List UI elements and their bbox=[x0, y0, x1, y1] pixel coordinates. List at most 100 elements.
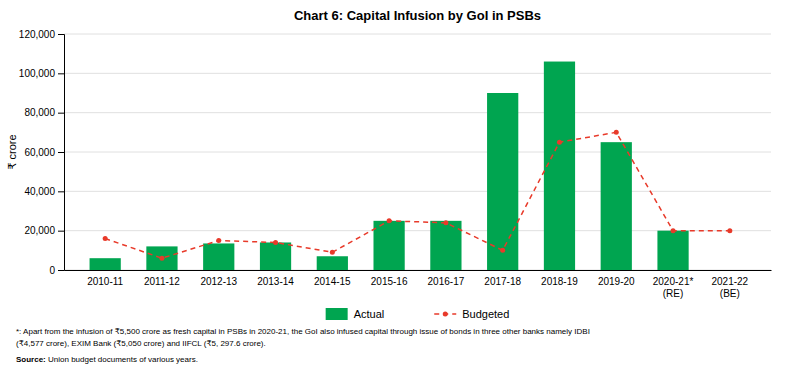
tick: 2016-17 bbox=[428, 270, 465, 287]
bar bbox=[714, 270, 745, 271]
marker bbox=[671, 228, 676, 233]
tick-label: 2020-21*(RE) bbox=[653, 276, 694, 299]
legend-label: Budgeted bbox=[462, 308, 509, 320]
source-text: Union budget documents of various years. bbox=[46, 355, 198, 364]
tick: 20,000 bbox=[24, 225, 64, 236]
tick: 40,000 bbox=[24, 186, 64, 197]
plot: 0 20,000 40,000 60,000 80,000 100,000 120,000 2… bbox=[19, 29, 772, 299]
tick-label: 2014-15 bbox=[314, 276, 351, 287]
bar bbox=[90, 258, 121, 270]
line-series bbox=[103, 130, 733, 261]
x-axis: 2010-11 2011-12 2012-13 2013-14 2014-15 2015-… bbox=[65, 270, 772, 299]
marker bbox=[103, 236, 108, 241]
legend-swatch bbox=[326, 308, 348, 320]
bar bbox=[487, 93, 518, 270]
legend-item: Budgeted bbox=[434, 308, 509, 320]
bar bbox=[373, 221, 404, 270]
tick-label: 2011-12 bbox=[144, 276, 180, 287]
tick: 60,000 bbox=[24, 147, 64, 158]
grid-line bbox=[64, 34, 771, 35]
tick: 2020-21*(RE) bbox=[653, 270, 694, 299]
y-axis-title: ₹ crore bbox=[6, 134, 18, 169]
tick-label: 2017-18 bbox=[484, 276, 521, 287]
tick-label: 80,000 bbox=[24, 107, 55, 118]
tick-label: 2013-14 bbox=[257, 276, 294, 287]
tick-mark bbox=[58, 191, 64, 192]
tick: 2012-13 bbox=[200, 270, 237, 287]
tick-label: 100,000 bbox=[19, 68, 56, 79]
grid-line bbox=[64, 112, 771, 113]
footnotes: *: Apart from the infusion of ₹5,500 cro… bbox=[16, 327, 590, 364]
tick: 2021-22(BE) bbox=[711, 270, 748, 299]
tick-label: 0 bbox=[49, 265, 55, 276]
bar bbox=[203, 243, 234, 270]
tick: 2010-11 bbox=[87, 270, 123, 287]
bar bbox=[430, 221, 461, 270]
marks bbox=[90, 62, 733, 270]
footnote: *: Apart from the infusion of ₹5,500 cro… bbox=[16, 327, 590, 336]
legend-label: Actual bbox=[354, 308, 385, 320]
y-axis: 0 20,000 40,000 60,000 80,000 100,000 120,000 bbox=[19, 29, 65, 276]
tick: 80,000 bbox=[24, 107, 64, 118]
title: Chart 6: Capital Infusion by GoI in PSBs bbox=[294, 8, 541, 23]
tick: 2018-19 bbox=[541, 270, 578, 287]
tick: 2011-12 bbox=[144, 270, 180, 287]
bar bbox=[260, 242, 291, 270]
source: Source: Union budget documents of variou… bbox=[16, 355, 198, 364]
tick: 2015-16 bbox=[371, 270, 408, 287]
grid-line bbox=[64, 152, 771, 153]
legend: Actual Budgeted bbox=[326, 308, 510, 320]
marker bbox=[216, 238, 221, 243]
marker bbox=[443, 220, 448, 225]
tick-label: 20,000 bbox=[24, 225, 55, 236]
bar bbox=[317, 256, 348, 270]
tick-label: 2021-22(BE) bbox=[711, 276, 748, 299]
footnote: (₹4,577 crore), EXIM Bank (₹5,050 crore)… bbox=[16, 339, 266, 348]
tick: 2013-14 bbox=[257, 270, 294, 287]
source-label: Source: bbox=[16, 355, 46, 364]
marker bbox=[557, 140, 562, 145]
marker bbox=[387, 218, 392, 223]
tick: 2017-18 bbox=[484, 270, 521, 287]
bar bbox=[601, 142, 632, 270]
tick-label: 2016-17 bbox=[428, 276, 465, 287]
tick-label: 2012-13 bbox=[200, 276, 237, 287]
tick-mark bbox=[58, 34, 64, 35]
marker bbox=[159, 256, 164, 261]
tick-mark bbox=[58, 270, 64, 271]
tick-label: 2018-19 bbox=[541, 276, 578, 287]
tick: 2019-20 bbox=[598, 270, 635, 287]
tick-label: 2010-11 bbox=[87, 276, 123, 287]
marker bbox=[727, 228, 732, 233]
marker bbox=[273, 240, 278, 245]
grid bbox=[64, 34, 771, 270]
tick-mark bbox=[58, 113, 64, 114]
marker bbox=[500, 248, 505, 253]
tick-label: 60,000 bbox=[24, 147, 55, 158]
tick: 0 bbox=[49, 265, 64, 276]
bar bbox=[146, 246, 177, 270]
tick-label: 40,000 bbox=[24, 186, 55, 197]
tick-label: 2019-20 bbox=[598, 276, 635, 287]
bar bbox=[657, 231, 688, 270]
axis-line bbox=[65, 270, 772, 271]
tick-mark bbox=[58, 73, 64, 74]
tick-mark bbox=[58, 152, 64, 153]
axis-line bbox=[58, 35, 65, 271]
chart: Chart 6: Capital Infusion by GoI in PSBs… bbox=[0, 0, 787, 374]
tick-mark bbox=[58, 231, 64, 232]
grid-line bbox=[64, 73, 771, 74]
marker bbox=[614, 130, 619, 135]
marker bbox=[330, 250, 335, 255]
bar-series bbox=[90, 62, 689, 270]
tick-label: 120,000 bbox=[19, 29, 56, 40]
line bbox=[105, 132, 730, 258]
bar bbox=[544, 62, 575, 270]
legend-item: Actual bbox=[326, 308, 385, 320]
tick: 2014-15 bbox=[314, 270, 351, 287]
tick-label: 2015-16 bbox=[371, 276, 408, 287]
tick: 100,000 bbox=[19, 68, 64, 79]
legend-marker bbox=[443, 312, 448, 317]
tick: 120,000 bbox=[19, 29, 64, 40]
grid-line bbox=[64, 191, 771, 192]
